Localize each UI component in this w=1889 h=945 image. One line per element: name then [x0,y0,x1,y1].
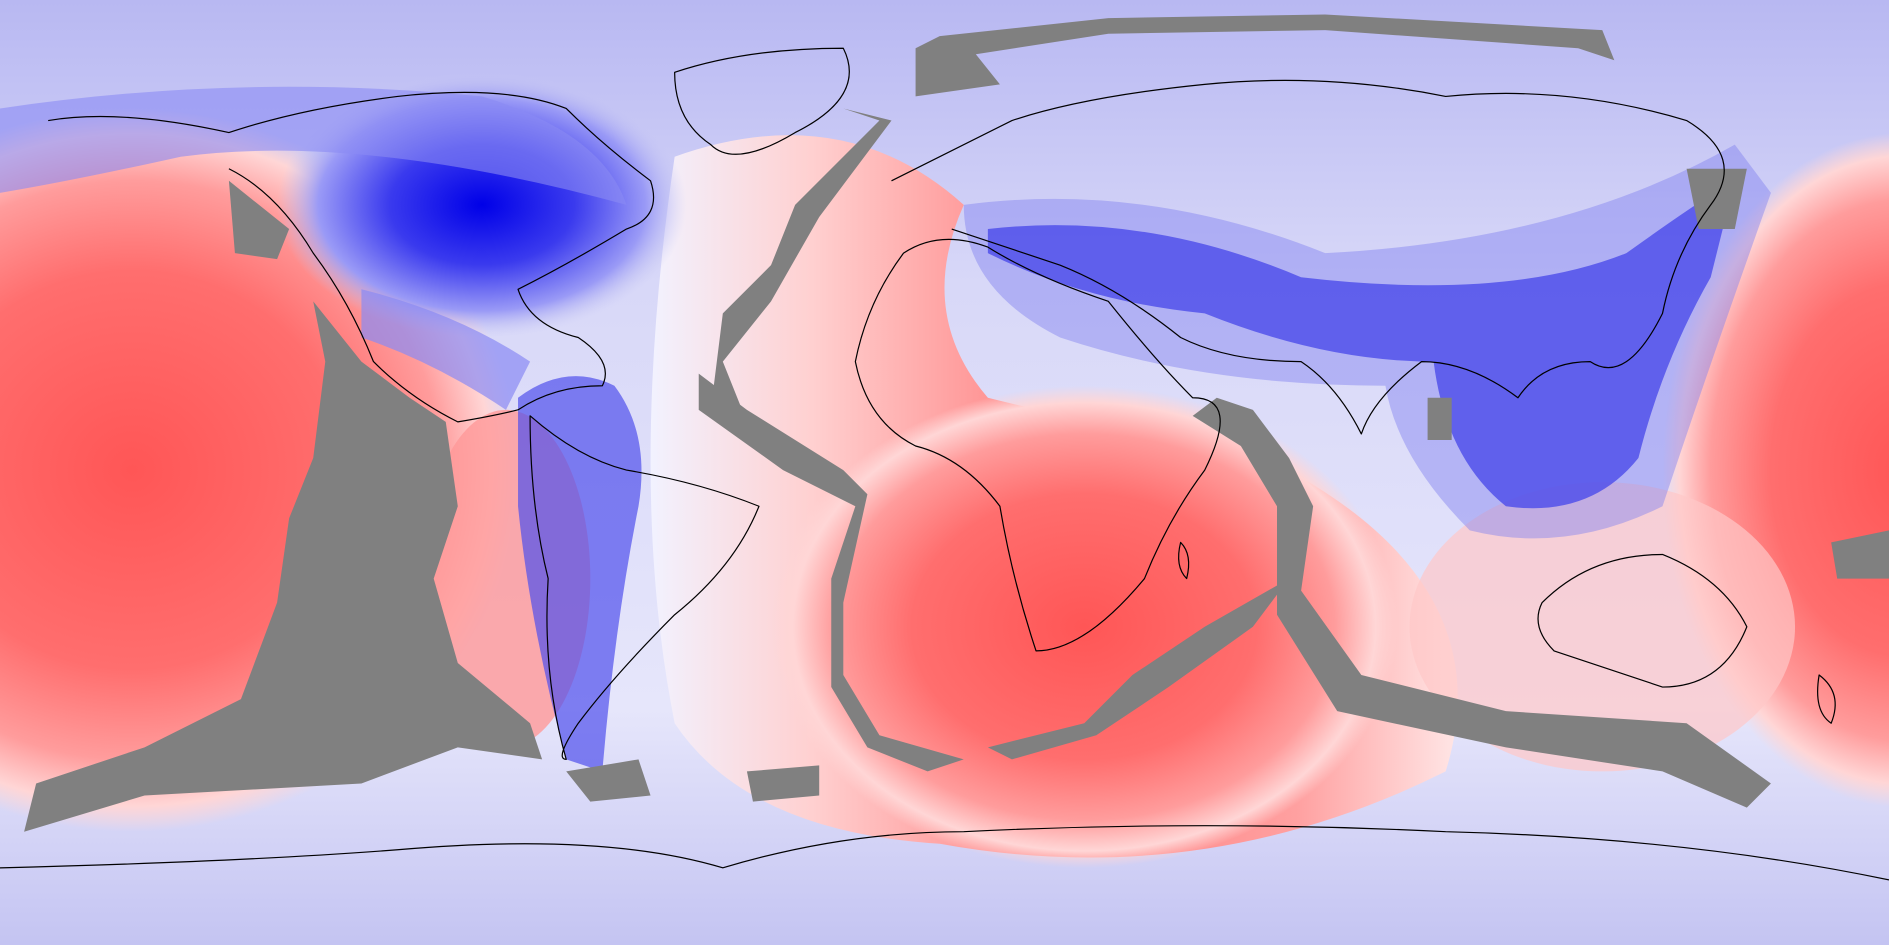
new-zealand-coast [1817,674,1836,724]
southwest-indian-ridge [987,578,1290,760]
arctic-ridge [915,14,1615,97]
eurasia-cold-halo [963,144,1771,539]
india-ridge [1427,397,1452,440]
japan-ridge [1686,168,1747,230]
pacific-ridge-north [228,180,290,260]
africa-warm [771,385,1398,868]
eurasia-coast [891,79,1725,435]
atlantic-ridge-south [698,373,964,772]
indian-warm [1409,482,1796,772]
madagascar-coast [1178,541,1190,580]
north-america-coast [48,91,655,423]
eurasia-cold [987,180,1735,509]
southern-ridges [566,759,820,802]
pacific-ridge [24,301,543,832]
antarctica-coast [0,825,1889,881]
central-america-cold [361,289,531,410]
south-america-cold [518,376,642,772]
australia-coast [1537,553,1748,688]
greenland-coast [674,47,850,155]
coastlines [0,47,1889,881]
indian-ridge [1192,397,1771,808]
arctic-cold [0,86,627,205]
africa-coast [854,238,1221,652]
south-america-coast [529,415,760,760]
tonga-ridge [1831,530,1889,579]
